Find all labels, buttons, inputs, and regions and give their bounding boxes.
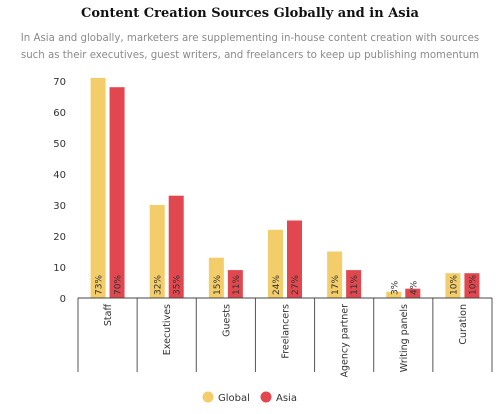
chart-subtitle: In Asia and globally, marketers are supp… [20,33,480,61]
x-tick-label-curation: Curation [458,304,469,345]
data-label-global-curation: 10% [449,275,459,295]
data-label-asia-executives: 35% [173,275,183,295]
data-label-global-guests: 15% [213,275,223,295]
data-label-global-staff: 73% [95,275,105,295]
x-tick-label-freelancers: Freelancers [281,304,292,359]
bar-asia-freelancers [287,220,302,298]
data-label-global-executives: 32% [154,275,164,295]
bar-asia-agency-partner [346,270,362,298]
bar-global-guests [208,257,224,298]
data-label-global-agency-partner: 17% [331,275,341,295]
x-tick-label-guests: Guests [221,304,232,337]
data-label-asia-writing-panels: 4% [409,280,419,295]
legend-label-asia: Asia [276,393,297,404]
bar-global-executives [149,205,165,298]
y-tick-label-0: 0 [60,294,66,305]
legend-label-global: Global [218,393,250,404]
data-label-global-writing-panels: 3% [390,280,400,295]
y-tick-label-30: 30 [53,201,66,212]
bar-global-curation [445,273,461,298]
bar-asia-curation [464,273,480,298]
bar-global-freelancers [268,229,283,298]
x-tick-label-writing-panels: Writing panels [399,304,410,372]
x-tick-label-executives: Executives [162,304,173,355]
data-label-asia-staff: 70% [114,275,124,295]
x-tick-label-agency-partner: Agency partner [340,304,351,378]
bar-global-agency-partner [327,251,343,298]
y-tick-label-60: 60 [53,108,66,119]
bar-asia-writing-panels [405,288,421,298]
bar-asia-staff [109,87,125,298]
bar-global-writing-panels [386,291,402,298]
bar-asia-executives [168,195,184,298]
data-label-asia-guests: 11% [232,275,242,295]
data-label-asia-curation: 10% [468,275,478,295]
x-tick-label-staff: Staff [103,304,114,327]
bar-global-staff [90,77,106,299]
legend-marker-asia [260,391,272,403]
legend-marker-global [202,391,214,403]
data-label-asia-agency-partner: 11% [350,275,360,295]
y-tick-label-50: 50 [53,139,66,150]
y-tick-label-70: 70 [53,77,66,88]
y-tick-label-40: 40 [53,170,66,181]
y-tick-label-20: 20 [53,232,66,243]
chart-title: Content Creation Sources Globally and in… [81,6,419,21]
data-label-asia-freelancers: 27% [291,275,301,295]
bar-asia-guests [227,270,243,298]
data-label-global-freelancers: 24% [272,275,282,295]
y-tick-label-10: 10 [53,263,66,274]
